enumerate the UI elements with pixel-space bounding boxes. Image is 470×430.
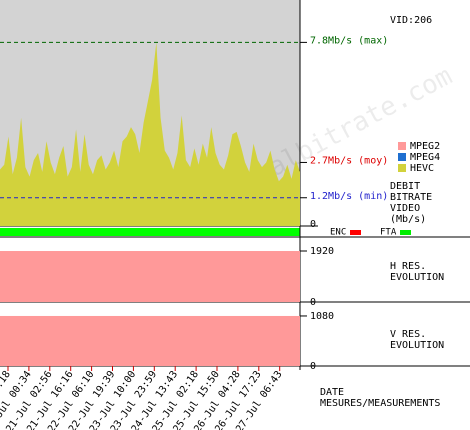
y-axis-label: H RES. — [390, 261, 426, 272]
band — [0, 315, 300, 366]
status-strip — [0, 228, 300, 236]
y-tick-label: 2.7Mb/s (moy) — [310, 155, 388, 166]
y-tick-label: 0 — [310, 297, 316, 308]
legend-swatch — [398, 142, 406, 150]
y-tick-label: 1.2Mb/s (min) — [310, 191, 388, 202]
status-swatch — [350, 230, 361, 235]
y-tick-label: 0 — [310, 219, 316, 230]
y-axis-label: DEBIT — [390, 181, 420, 192]
band — [0, 251, 300, 302]
y-tick-label: 0 — [310, 361, 316, 372]
legend-label: MPEG4 — [410, 152, 440, 163]
status-swatch — [400, 230, 411, 235]
y-axis-label: BITRATE — [390, 192, 432, 203]
legend-swatch — [398, 164, 406, 172]
y-tick-label: 7.8Mb/s (max) — [310, 35, 388, 46]
y-tick-label: 1920 — [310, 246, 334, 257]
y-axis-label: V RES. — [390, 329, 426, 340]
y-axis-label: (Mb/s) — [390, 214, 426, 225]
status-label: ENC — [330, 228, 346, 238]
status-label: FTA — [380, 228, 397, 238]
legend-swatch — [398, 153, 406, 161]
area — [0, 42, 300, 226]
legend-label: HEVC — [410, 163, 434, 174]
legend-label: MPEG2 — [410, 141, 440, 152]
vid: VID:206 — [390, 15, 432, 26]
x-axis-label: MESURES/MEASUREMENTS — [320, 398, 440, 409]
x-axis-label: DATE — [320, 387, 344, 398]
y-axis-label: VIDEO — [390, 203, 420, 214]
y-axis-label: EVOLUTION — [390, 340, 444, 351]
y-axis-label: EVOLUTION — [390, 272, 444, 283]
y-tick-label: 1080 — [310, 311, 334, 322]
